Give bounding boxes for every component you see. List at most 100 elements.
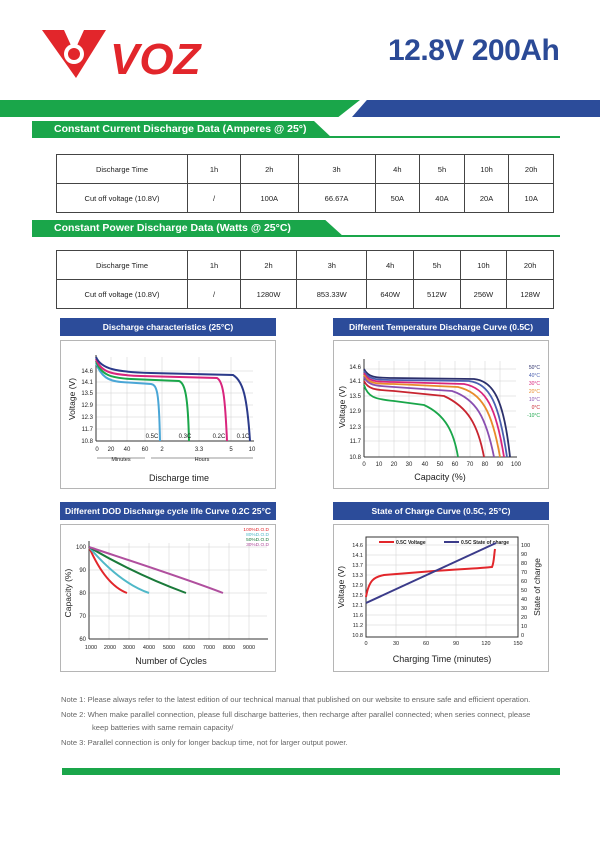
current-section-line xyxy=(320,136,560,138)
c2-xtick: 0 xyxy=(362,462,366,468)
c2-curve-10c xyxy=(363,376,495,458)
c1-xtick: 3.3 xyxy=(195,447,204,453)
c1-xtick: 5 xyxy=(229,447,233,453)
c1-curve-0.1c xyxy=(95,356,251,442)
c1-xtick: 2 xyxy=(160,447,164,453)
c2-ytick: 11.7 xyxy=(350,439,362,445)
c4-y2tick: 30 xyxy=(521,606,527,612)
c4-ytick: 11.2 xyxy=(353,623,363,629)
c2-ytick: 14.1 xyxy=(349,379,361,385)
c1-xtick: 20 xyxy=(108,447,115,453)
c2-xtick: 20 xyxy=(391,462,398,468)
c1-curve-label: 0.2C xyxy=(213,434,226,440)
c1-xlabel: Discharge time xyxy=(149,473,209,483)
c3-ytick: 90 xyxy=(79,568,86,574)
brand-logo: VOZ xyxy=(40,22,220,84)
c1-ytick: 11.7 xyxy=(82,427,94,433)
c2-ytick: 13.5 xyxy=(349,394,361,400)
c2-ytick: 12.9 xyxy=(349,409,361,415)
c4-y2tick: 50 xyxy=(521,588,527,594)
c2-xtick: 40 xyxy=(422,462,429,468)
chart4-title: State of Charge Curve (0.5C, 25°C) xyxy=(333,502,549,520)
c2-curve-50c xyxy=(363,368,511,458)
c3-xtick: 2000 xyxy=(104,645,116,651)
c3-curve-30dod xyxy=(88,546,224,594)
c1-xtick: 10 xyxy=(249,447,256,453)
c2-curve-40c xyxy=(363,370,508,458)
c2-xtick: 70 xyxy=(467,462,474,468)
c2-xtick: 30 xyxy=(406,462,413,468)
c4-y2tick: 20 xyxy=(521,615,527,621)
c4-ylabel: Voltage (V) xyxy=(336,566,346,608)
c1-curve-0.5c xyxy=(95,362,161,442)
c2-xtick: 10 xyxy=(376,462,383,468)
power-table: Discharge Time 1h 2h 3h 4h 5h 10h 20h Cu… xyxy=(56,250,554,309)
c2-ytick: 12.3 xyxy=(349,425,361,431)
c1-ytick: 14.6 xyxy=(81,369,93,375)
c2-curve-30c xyxy=(363,372,505,458)
c4-y2tick: 40 xyxy=(521,597,527,603)
c2-xtick: 50 xyxy=(437,462,444,468)
brand-name: VOZ xyxy=(110,35,203,82)
c4-ytick: 14.6 xyxy=(352,543,363,549)
c1-xtick: 40 xyxy=(124,447,131,453)
chart1-panel: 14.6 14.1 13.5 12.9 12.3 11.7 10.8 0 20 … xyxy=(60,340,276,489)
c4-curve-voltage xyxy=(365,548,496,598)
chart1-title: Discharge characteristics (25°C) xyxy=(60,318,276,336)
c1-ytick: 13.5 xyxy=(81,391,93,397)
c4-ytick: 12.9 xyxy=(352,583,363,589)
c1-curve-0.2c xyxy=(95,358,228,442)
c1-curve-label: 0.1C xyxy=(237,434,250,440)
c3-legend: 80%D.O.D xyxy=(246,532,269,538)
c3-xtick: 5000 xyxy=(163,645,175,651)
current-table: Discharge Time 1h 2h 3h 4h 5h 10h 20h Cu… xyxy=(56,154,554,213)
note-2: Note 2: When make parallel connection, p… xyxy=(61,710,531,719)
c4-xtick: 60 xyxy=(423,641,429,647)
c3-ytick: 60 xyxy=(79,637,86,643)
c4-y2tick: 100 xyxy=(521,543,530,549)
c3-xtick: 1000 xyxy=(85,645,97,651)
c2-legend: 0°C xyxy=(532,405,541,411)
c4-y2tick: 60 xyxy=(521,579,527,585)
c2-xtick: 90 xyxy=(497,462,504,468)
c2-legend: 10°C xyxy=(529,397,541,403)
c3-ytick: 80 xyxy=(79,591,86,597)
c4-ytick: 13.3 xyxy=(352,573,363,579)
c3-ylabel: Capacity (%) xyxy=(63,569,73,618)
c2-xtick: 100 xyxy=(511,462,522,468)
c4-y2tick: 90 xyxy=(521,552,527,558)
c4-y2tick: 10 xyxy=(521,624,527,630)
c2-legend: 20°C xyxy=(529,389,541,395)
c1-curve-label: 0.5C xyxy=(146,434,159,440)
blue-band xyxy=(352,100,600,117)
c2-xlabel: Capacity (%) xyxy=(414,472,466,482)
c2-xtick: 80 xyxy=(482,462,489,468)
c2-curve-0c xyxy=(363,380,485,458)
note-2-cont: keep batteries with same remain capacity… xyxy=(92,723,234,732)
c4-y2tick: 70 xyxy=(521,570,527,576)
c4-xtick: 120 xyxy=(481,641,490,647)
c1-ytick: 10.8 xyxy=(81,439,93,445)
c2-ytick: 14.6 xyxy=(349,365,361,371)
c3-ytick: 70 xyxy=(79,614,86,620)
c1-curve-0.3c xyxy=(95,360,190,442)
c4-ytick: 11.6 xyxy=(353,613,363,619)
c3-xtick: 9000 xyxy=(243,645,255,651)
chart3-panel: 100 90 80 70 60 1000 2000 3000 4000 5000… xyxy=(60,524,276,672)
c2-legend: -10°C xyxy=(527,413,540,419)
c3-xtick: 6000 xyxy=(183,645,195,651)
c4-legend: 0.5C Voltage xyxy=(396,540,426,546)
footer-bar xyxy=(62,768,560,775)
current-section-heading: Constant Current Discharge Data (Amperes… xyxy=(32,121,332,138)
note-1: Note 1: Please always refer to the lates… xyxy=(61,695,531,704)
c2-ytick: 10.8 xyxy=(349,455,361,461)
c4-ytick: 12.1 xyxy=(352,603,363,609)
c1-xunit-hours: Hours xyxy=(195,457,210,463)
power-section-line xyxy=(332,235,560,237)
c1-xtick: 60 xyxy=(142,447,149,453)
green-band xyxy=(0,100,360,117)
c3-xtick: 7000 xyxy=(203,645,215,651)
c4-ytick: 12.5 xyxy=(352,593,363,599)
power-section-heading: Constant Power Discharge Data (Watts @ 2… xyxy=(32,220,344,237)
c3-xtick: 4000 xyxy=(143,645,155,651)
